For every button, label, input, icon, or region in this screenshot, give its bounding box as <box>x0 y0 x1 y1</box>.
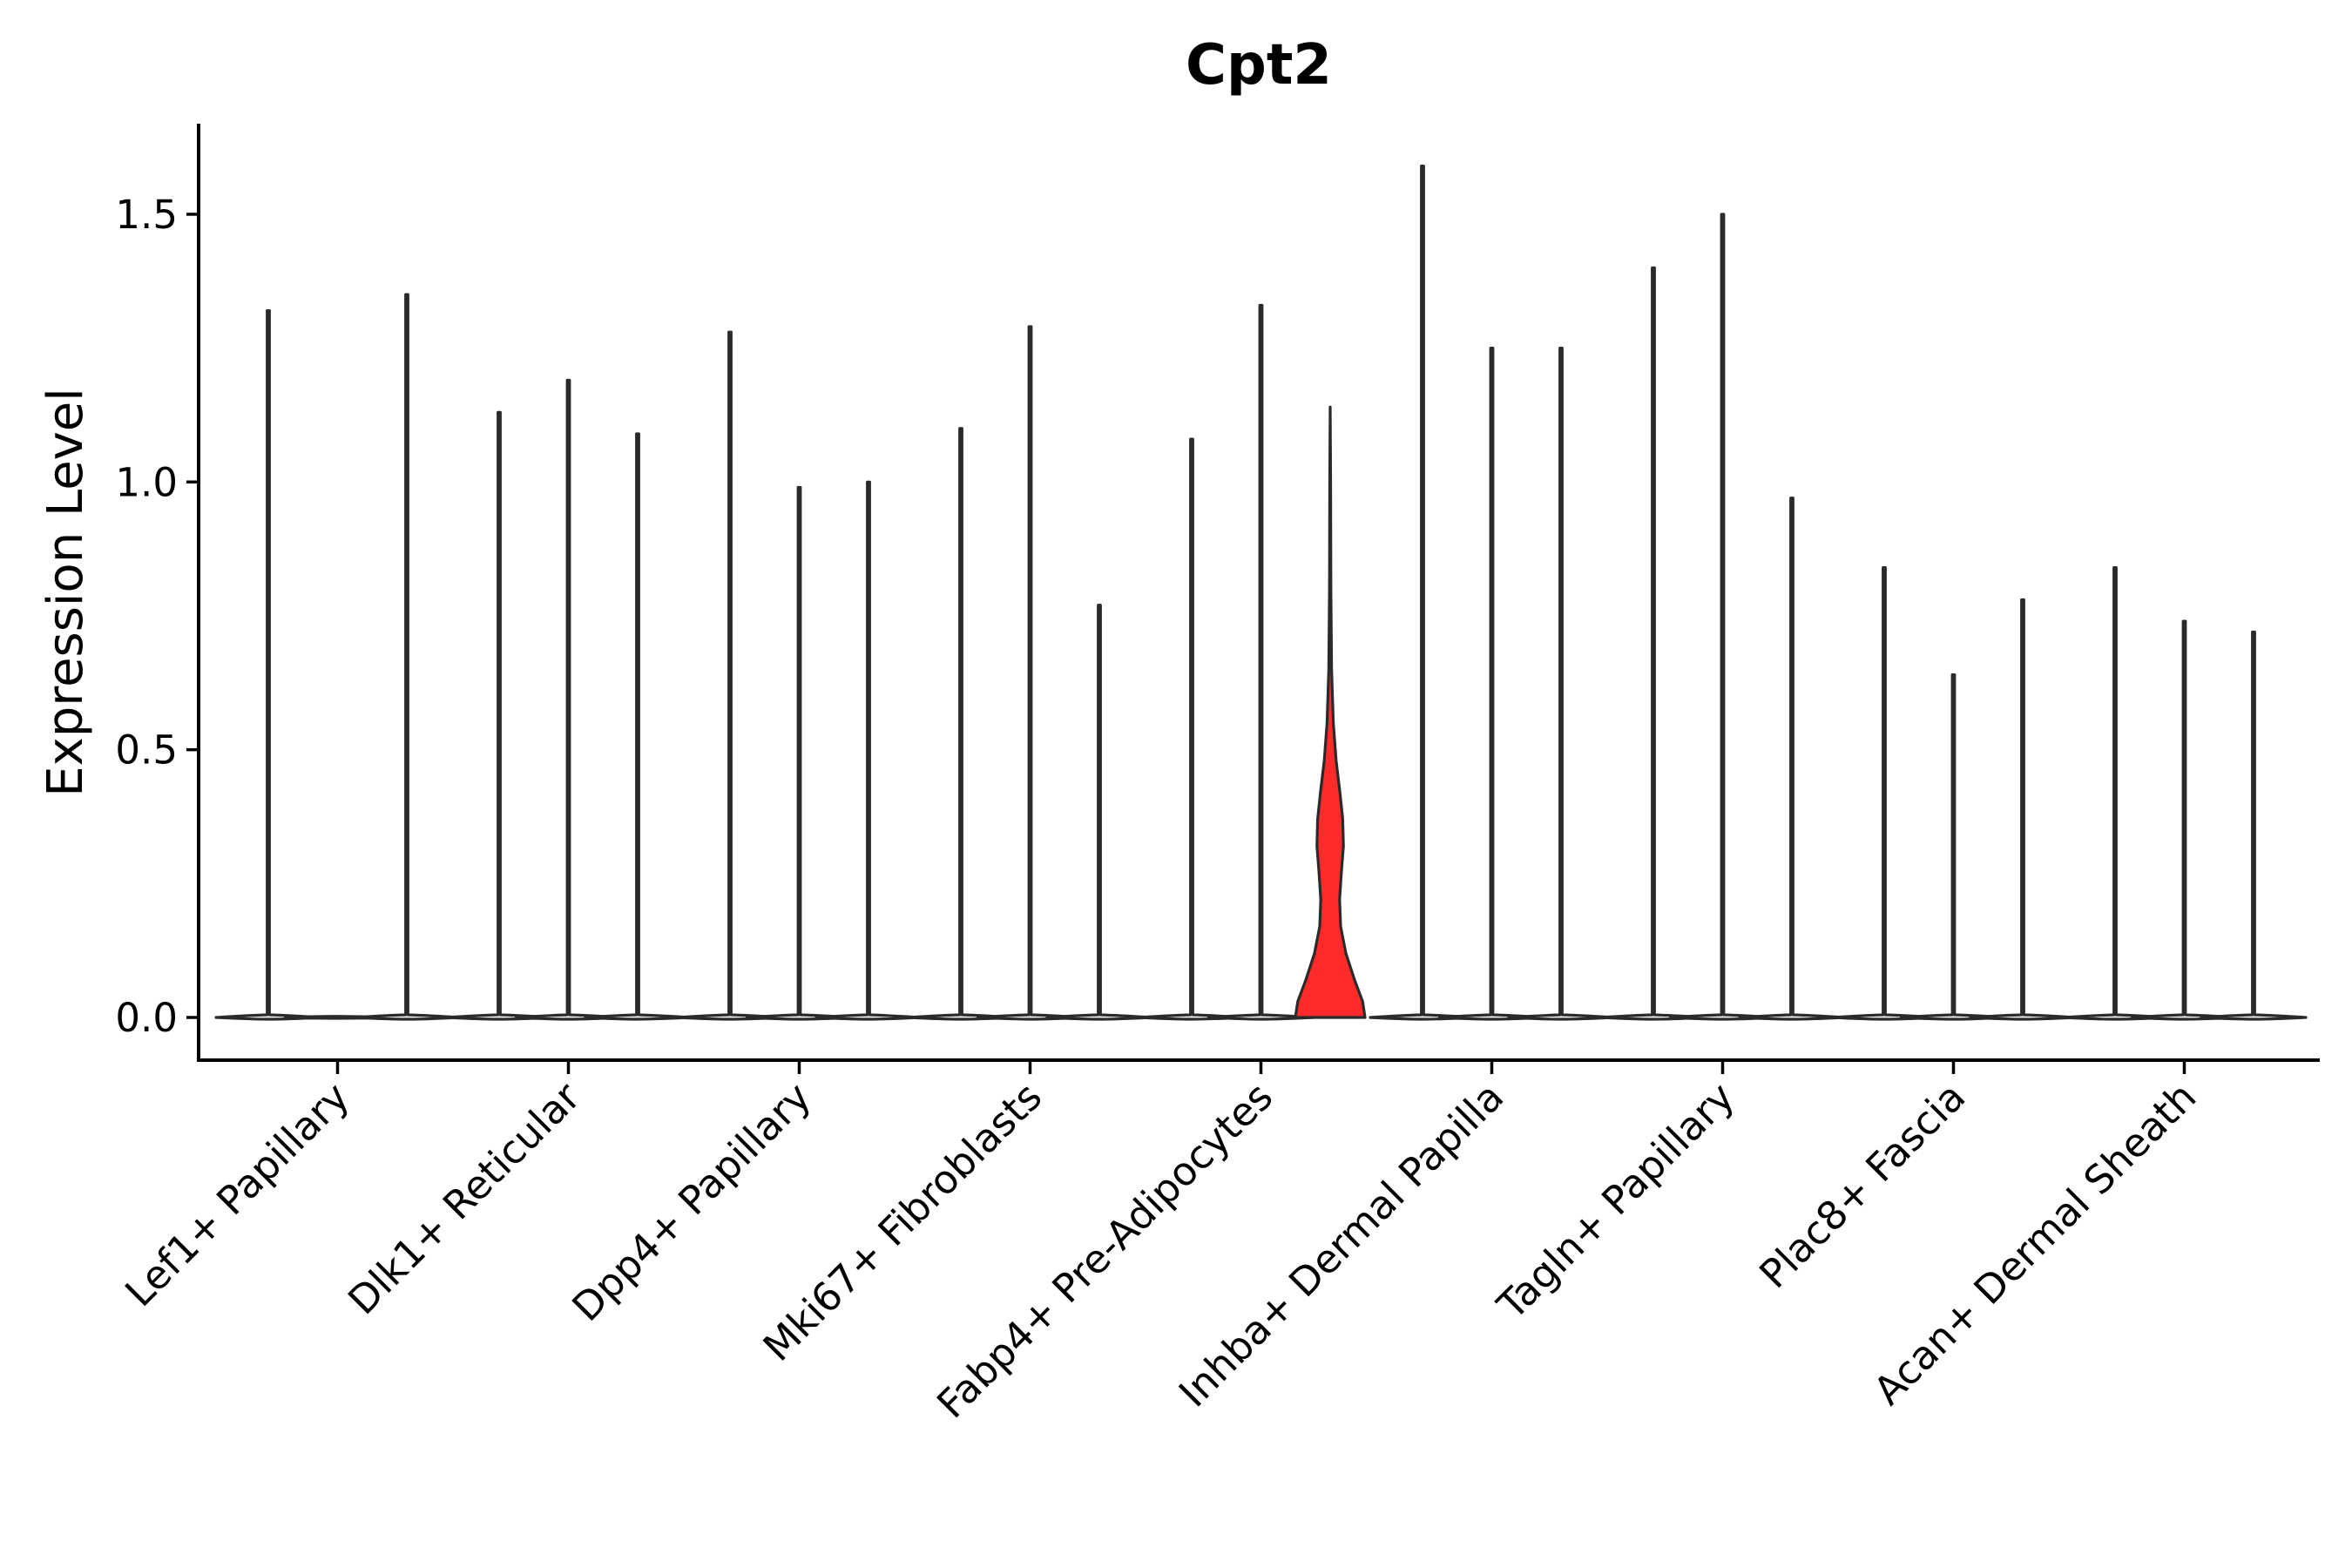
violin-acan-dermal-sheath-1 <box>2061 566 2169 1021</box>
violin-fabp4-pre-adipocytes-2 <box>1206 303 1315 1021</box>
violin-fabp4-pre-adipocytes-1 <box>1138 437 1246 1021</box>
violin-dpp4-papillary-1 <box>676 330 784 1021</box>
y-tick-label: 1.5 <box>115 192 178 238</box>
violin-inhba-dermal-papilla-1 <box>1369 165 1477 1021</box>
violin-tagln-papillary-3 <box>1738 497 1846 1021</box>
chart-title: Cpt2 <box>1186 33 1332 98</box>
x-tick-label: Tagln+ Papillary <box>1488 1073 1743 1328</box>
violin-acan-dermal-sheath-2 <box>2130 619 2239 1021</box>
x-tick-label: Dlk1+ Reticular <box>339 1073 589 1323</box>
violin-inhba-dermal-papilla-3 <box>1507 347 1615 1021</box>
y-axis-title: Expression Level <box>37 388 94 797</box>
violin-layer <box>214 165 2308 1021</box>
x-tick-label: Dpp4+ Papillary <box>563 1073 820 1330</box>
violin-plac8-fascia-1 <box>1830 566 1938 1021</box>
violin-mki67-fibroblasts-1 <box>907 427 1015 1021</box>
violin-lef1-papillary-1 <box>214 308 322 1021</box>
violin-tagln-papillary-1 <box>1599 266 1707 1021</box>
violin-dlk1-reticular-1 <box>445 410 553 1021</box>
x-tick-label: Lef1+ Papillary <box>116 1073 358 1315</box>
y-tick-label: 0.5 <box>115 727 178 774</box>
y-tick-label: 0.0 <box>115 995 178 1041</box>
violin-mki67-fibroblasts-3 <box>1045 604 1153 1021</box>
violin-dlk1-reticular-3 <box>584 432 692 1021</box>
violin-mki67-fibroblasts-2 <box>976 325 1085 1021</box>
violin-dpp4-papillary-2 <box>745 485 854 1021</box>
violin-dpp4-papillary-3 <box>814 480 923 1021</box>
x-tick-label: Plac8+ Fascia <box>1750 1073 1974 1297</box>
violin-plac8-fascia-2 <box>1899 672 2008 1021</box>
violin-fabp4-pre-adipocytes-3 <box>1294 405 1367 1019</box>
violin-inhba-dermal-papilla-2 <box>1437 347 1546 1021</box>
y-tick-label: 1.0 <box>115 459 178 505</box>
violin-acan-dermal-sheath-3 <box>2200 630 2308 1021</box>
violin-lef1-papillary-3 <box>353 293 461 1021</box>
violin-tagln-papillary-2 <box>1668 213 1777 1021</box>
violin-dlk1-reticular-2 <box>514 378 623 1021</box>
y-axis-ticks: 0.0 0.5 1.0 1.5 <box>115 192 199 1041</box>
violin-plac8-fascia-3 <box>1969 598 2077 1021</box>
